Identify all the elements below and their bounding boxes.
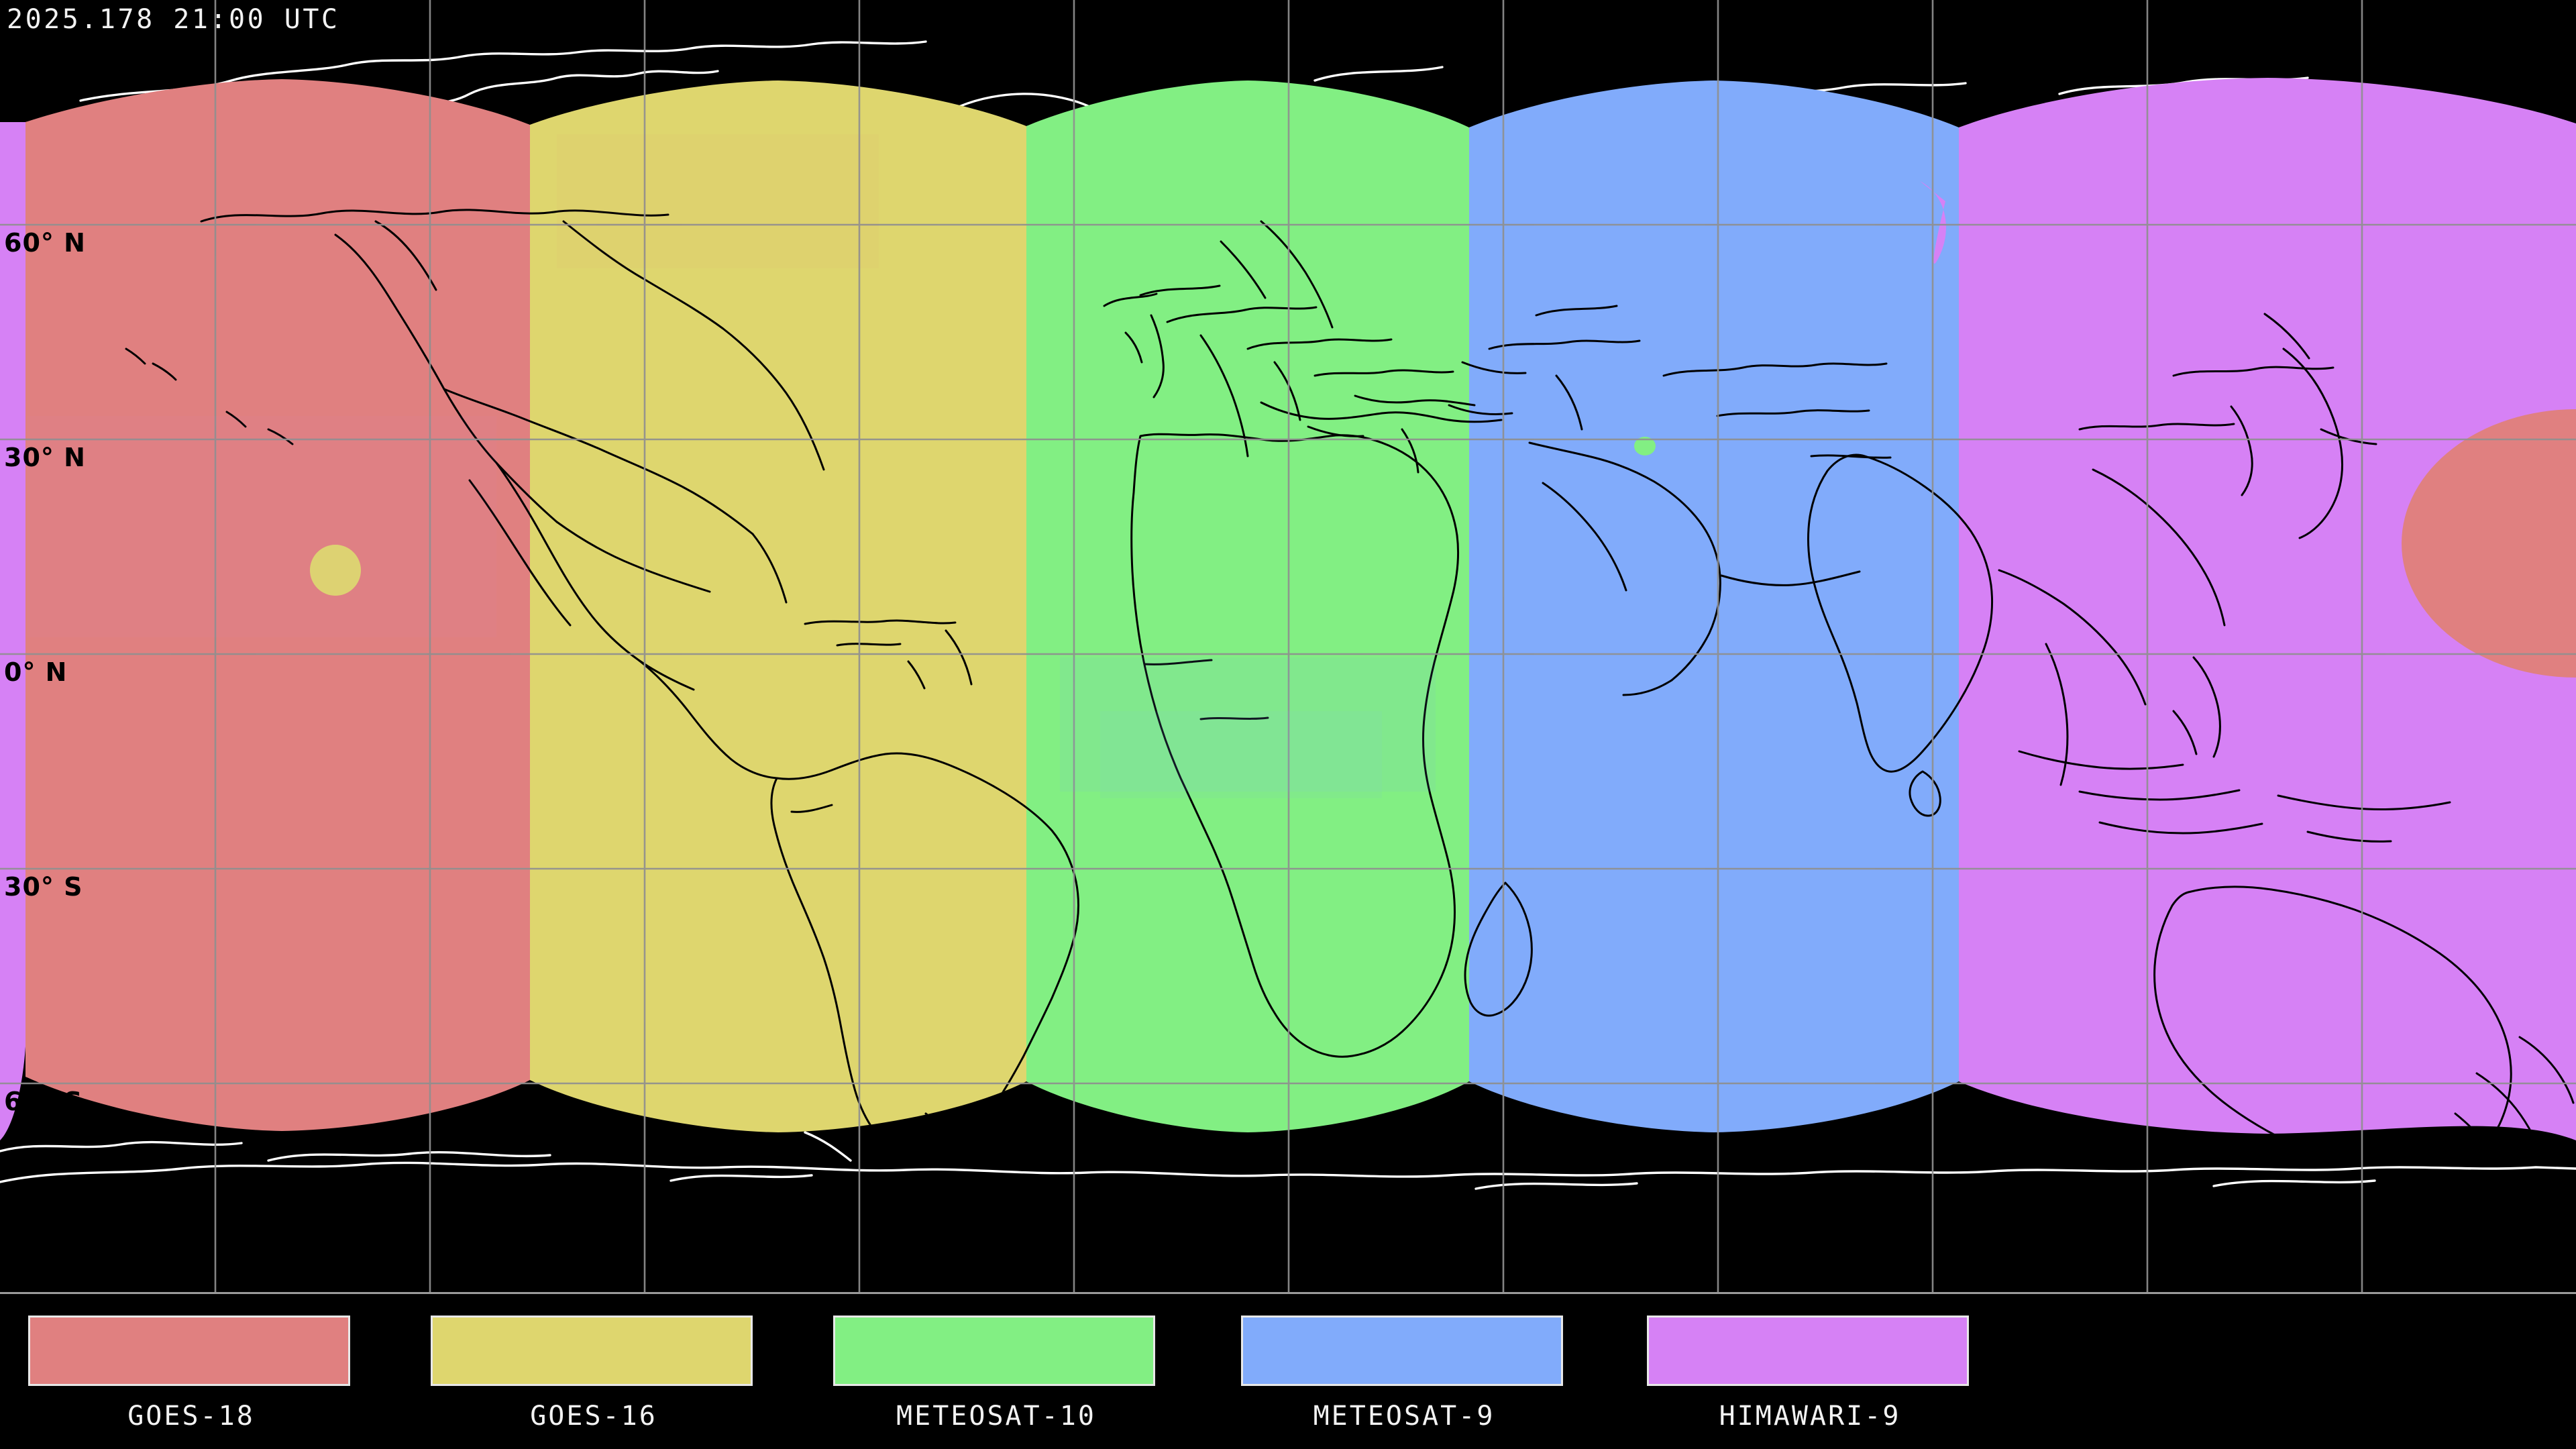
legend-item-goes-18[interactable]: GOES-18 — [28, 1316, 354, 1432]
lat-label-60s: 60° S — [4, 1087, 83, 1116]
legend-swatch-meteosat-10 — [833, 1316, 1155, 1386]
footprint-himawari-notch — [1920, 181, 1946, 264]
lat-label-30s: 30° S — [4, 872, 83, 902]
footprint-meteosat-9 — [1469, 78, 1960, 1140]
legend-label-goes-18: GOES-18 — [127, 1401, 255, 1432]
legend-swatch-goes-16 — [431, 1316, 753, 1386]
footprint-himawari-9-wrap — [0, 78, 27, 1140]
dither-noise — [27, 416, 1436, 798]
legend-swatch-goes-18 — [28, 1316, 350, 1386]
footprint-meteosat-10-spot — [1634, 437, 1656, 455]
legend-label-meteosat-10: METEOSAT-10 — [896, 1401, 1096, 1432]
legend-item-goes-16[interactable]: GOES-16 — [431, 1316, 757, 1432]
legend-item-meteosat-10[interactable]: METEOSAT-10 — [833, 1316, 1159, 1432]
timestamp-label: 2025.178 21:00 UTC — [7, 4, 340, 35]
footprint-meteosat-10 — [1026, 78, 1470, 1140]
lat-label-60n: 60° N — [4, 228, 86, 258]
legend-swatch-himawari-9 — [1647, 1316, 1969, 1386]
world-coverage-map — [0, 0, 2576, 1292]
map-gridlines — [0, 0, 2576, 1292]
legend-item-meteosat-9[interactable]: METEOSAT-9 — [1241, 1316, 1567, 1432]
legend-label-meteosat-9: METEOSAT-9 — [1313, 1401, 1495, 1432]
lat-label-30n: 30° N — [4, 443, 86, 472]
legend-label-himawari-9: HIMAWARI-9 — [1719, 1401, 1901, 1432]
footprint-goes-16 — [530, 78, 1028, 1140]
map-panel: 2025.178 21:00 UTC 60° N 30° N 0° N 30° … — [0, 0, 2576, 1294]
legend-item-himawari-9[interactable]: HIMAWARI-9 — [1647, 1316, 1973, 1432]
legend-swatch-meteosat-9 — [1241, 1316, 1563, 1386]
footprint-goes-18-wrap — [2402, 409, 2576, 678]
footprint-goes-18 — [25, 78, 531, 1140]
legend: GOES-18 GOES-16 METEOSAT-10 METEOSAT-9 H… — [0, 1294, 2576, 1449]
legend-label-goes-16: GOES-16 — [530, 1401, 657, 1432]
lat-label-0: 0° N — [4, 657, 68, 687]
footprint-goes-16-island — [310, 545, 361, 596]
coverage-footprints — [0, 78, 2576, 1140]
